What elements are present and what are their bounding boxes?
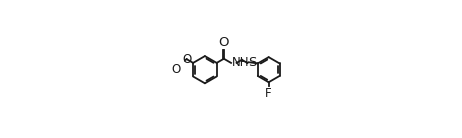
- Text: F: F: [265, 87, 272, 100]
- Text: O: O: [219, 36, 229, 49]
- Text: S: S: [248, 56, 256, 69]
- Text: NH: NH: [231, 56, 249, 69]
- Text: O: O: [182, 53, 191, 66]
- Text: O: O: [171, 63, 180, 76]
